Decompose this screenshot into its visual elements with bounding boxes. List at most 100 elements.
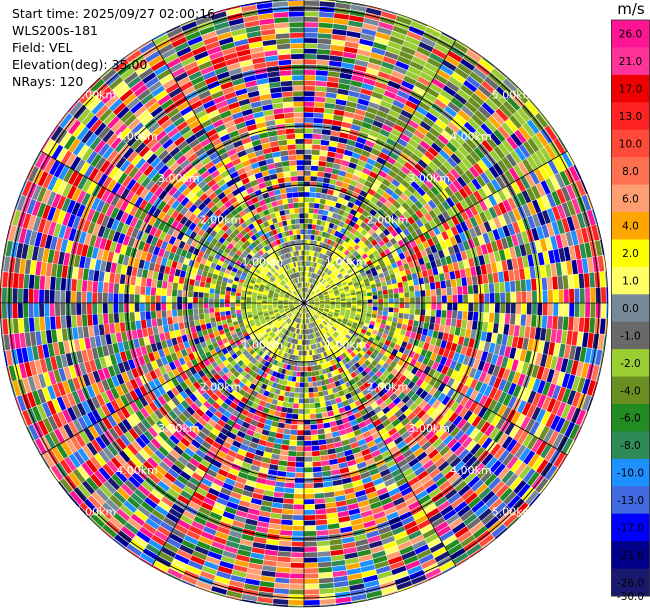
velocity-gate [532,290,537,303]
velocity-gate [374,243,381,250]
velocity-gate [420,413,430,423]
velocity-gate [457,505,471,518]
velocity-gate [493,377,502,389]
velocity-gate [286,472,296,478]
velocity-gate [556,371,565,387]
velocity-gate [304,85,315,91]
velocity-gate [501,356,509,369]
velocity-gate [437,331,444,340]
velocity-gate [575,409,586,426]
velocity-gate [338,245,345,252]
velocity-gate [310,328,314,334]
velocity-gate [354,142,365,150]
velocity-gate [337,142,347,150]
velocity-gate [419,372,428,381]
velocity-gate [401,324,408,331]
velocity-gate [462,240,470,251]
velocity-gate [164,331,171,340]
velocity-gate [393,396,402,405]
velocity-gate [434,521,449,533]
velocity-gate [430,409,440,420]
velocity-gate [513,427,525,442]
velocity-gate [595,287,601,303]
velocity-gate [309,302,314,303]
velocity-gate [394,234,402,243]
velocity-gate [440,504,454,516]
velocity-gate [314,287,319,292]
velocity-gate [452,261,460,271]
velocity-gate [345,172,354,179]
velocity-gate [489,443,502,456]
velocity-gate [563,303,569,317]
velocity-gate [352,250,359,257]
velocity-gate [341,300,346,303]
velocity-gate [364,140,375,148]
velocity-gate [416,144,427,155]
velocity-gate [404,435,414,445]
velocity-gate [368,336,375,343]
velocity-gate [322,470,332,477]
velocity-gate [406,325,413,332]
velocity-gate [512,221,521,234]
velocity-gate [306,277,308,282]
velocity-gate [519,325,526,338]
velocity-gate [405,496,418,506]
velocity-gate [341,477,352,485]
velocity-gate [308,306,313,310]
velocity-gate [556,204,566,219]
velocity-gate [483,312,489,323]
velocity-gate [427,449,439,460]
velocity-gate [292,520,304,526]
velocity-gate [328,280,334,285]
velocity-gate [309,250,313,256]
velocity-gate [452,295,458,303]
velocity-gate [427,253,435,262]
velocity-gate [535,441,548,456]
velocity-gate [370,216,379,224]
velocity-gate [485,456,498,470]
velocity-gate [478,508,492,521]
velocity-gate [318,567,333,573]
velocity-gate [351,294,357,298]
velocity-gate [498,391,508,404]
velocity-gate [457,145,470,158]
velocity-gate [330,229,336,235]
velocity-gate [348,464,358,472]
velocity-gate [172,316,179,324]
velocity-gate [407,279,414,287]
velocity-gate [565,231,574,247]
velocity-gate [324,295,330,298]
velocity-gate [581,194,592,211]
velocity-gate [347,320,353,325]
velocity-gate [383,119,396,128]
velocity-gate [378,216,387,224]
velocity-gate [468,401,479,413]
velocity-gate [321,321,327,327]
velocity-gate [345,276,351,282]
velocity-gate [321,259,326,266]
velocity-gate [398,252,406,260]
velocity-gate [354,362,361,369]
velocity-gate [498,379,507,391]
velocity-gate [492,401,503,414]
velocity-gate [468,257,475,268]
velocity-gate [402,467,414,478]
velocity-gate [100,334,107,346]
velocity-gate [340,395,347,402]
velocity-gate [490,240,499,252]
velocity-gate [498,143,510,156]
velocity-gate [334,490,345,497]
velocity-gate [427,146,439,157]
velocity-gate [393,307,399,313]
velocity-gate [304,186,310,192]
velocity-gate [448,472,460,484]
velocity-gate [305,261,309,266]
velocity-gate [522,203,532,217]
velocity-gate [277,470,287,477]
velocity-gate [561,217,570,233]
velocity-gate [316,54,330,60]
velocity-gate [419,206,428,216]
velocity-gate [460,84,474,97]
velocity-gate [386,156,396,165]
velocity-gate [341,262,347,268]
